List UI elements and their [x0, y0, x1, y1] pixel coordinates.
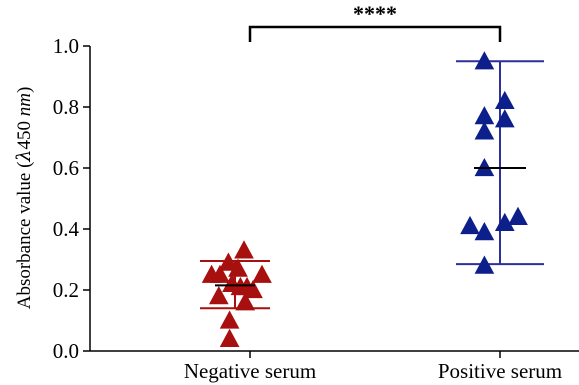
data-point: [235, 292, 256, 311]
y-axis-label-lambda: λ: [13, 150, 35, 163]
y-ticks: 0.0 0.2 0.4 0.6 0.8 1.0: [53, 34, 90, 363]
y-tick-label: 0.0: [53, 339, 79, 363]
data-point: [218, 252, 239, 271]
y-tick-label: 0.6: [53, 156, 79, 180]
y-tick-label: 0.8: [53, 95, 79, 119]
data-point: [494, 109, 515, 128]
data-point: [474, 106, 495, 125]
series-0: [200, 240, 272, 347]
series-1: [456, 51, 544, 274]
y-tick-label: 0.2: [53, 278, 79, 302]
data-point: [474, 121, 495, 140]
data-point: [494, 90, 515, 110]
x-axis: Negative serum Positive serum: [90, 350, 579, 383]
data-point: [234, 240, 254, 259]
data-point: [208, 286, 229, 305]
data-groups: [200, 51, 544, 347]
significance-bracket: ****: [248, 1, 502, 42]
data-point: [228, 258, 248, 277]
data-point: [219, 310, 240, 329]
data-point: [474, 51, 495, 70]
data-point: [460, 215, 480, 235]
data-point: [474, 255, 495, 274]
y-axis: 0.0 0.2 0.4 0.6 0.8 1.0: [53, 34, 91, 363]
y-tick-label: 0.4: [53, 217, 80, 241]
data-point: [494, 212, 515, 232]
data-point: [474, 221, 495, 241]
significance-label: ****: [353, 1, 397, 26]
y-axis-label-unit: nm: [14, 93, 35, 116]
data-point: [508, 206, 528, 225]
data-point: [243, 279, 263, 299]
x-category-label: Negative serum: [184, 359, 316, 383]
x-ticks: Negative serum Positive serum: [184, 351, 562, 383]
data-point: [219, 328, 240, 347]
y-tick-label: 1.0: [53, 34, 79, 58]
data-point: [210, 264, 230, 283]
x-category-label: Positive serum: [438, 359, 562, 383]
significance-line: [248, 25, 502, 42]
y-axis-label: Absorbance value (λ450 nm): [13, 87, 35, 310]
data-point: [252, 264, 272, 283]
